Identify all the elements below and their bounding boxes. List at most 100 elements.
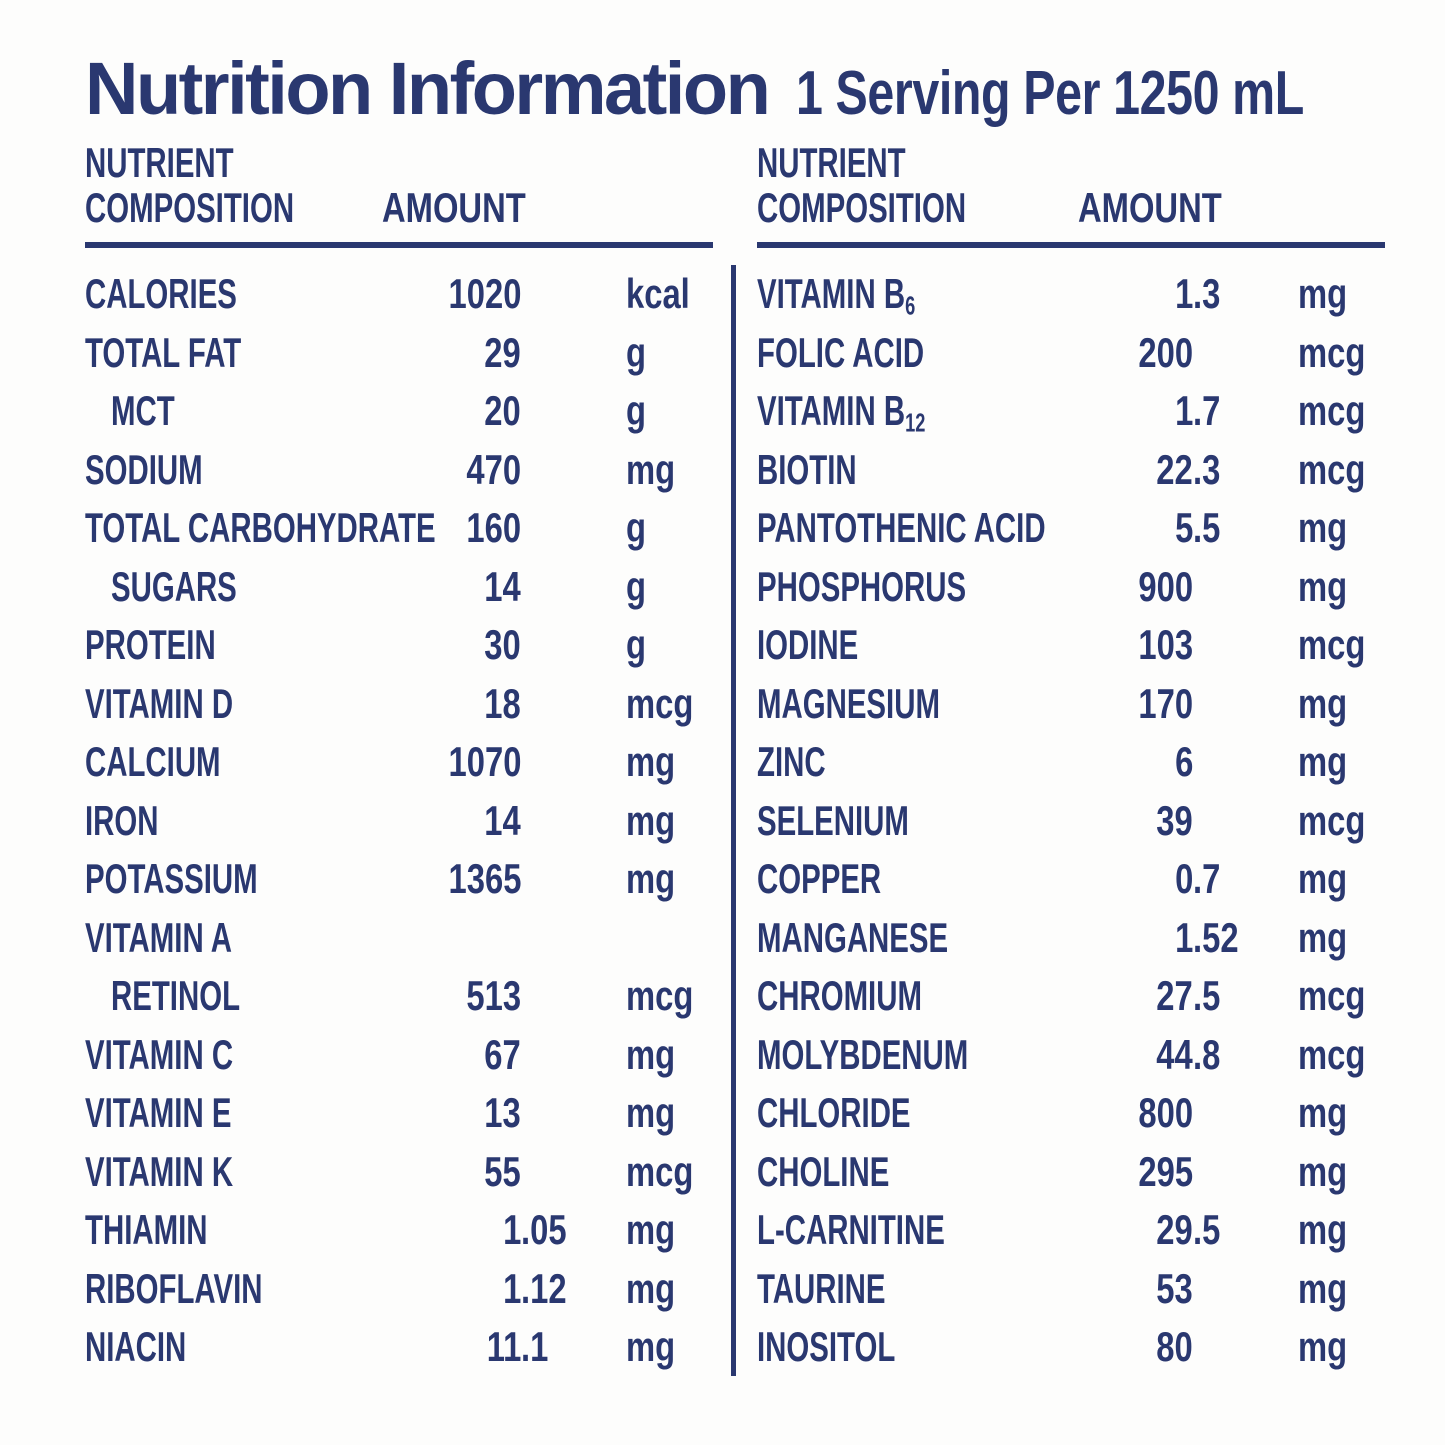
- nutrient-unit: g: [626, 387, 647, 435]
- nutrient-amount-frac-cell: [521, 270, 626, 318]
- table-row: FOLIC ACID 200 mcg: [757, 324, 1385, 383]
- nutrient-name-cell: IRON: [85, 797, 416, 845]
- nutrient-name: POTASSIUM: [85, 855, 258, 903]
- nutrient-amount-int: 55: [484, 1147, 521, 1195]
- nutrient-unit-cell: mg: [1298, 270, 1385, 318]
- nutrient-name-cell: PANTOTHENIC ACID: [757, 504, 1088, 552]
- nutrient-unit-cell: mg: [626, 1265, 713, 1313]
- nutrient-amount-int: 6: [1174, 738, 1193, 786]
- nutrient-unit: mg: [1298, 504, 1348, 552]
- nutrient-amount-frac: .3: [1193, 445, 1221, 493]
- nutrient-unit: mg: [626, 855, 676, 903]
- nutrient-unit-cell: mcg: [1298, 797, 1385, 845]
- nutrient-unit-cell: mg: [1298, 1206, 1385, 1254]
- nutrient-unit: mg: [626, 1323, 676, 1371]
- nutrient-amount-frac-cell: [521, 504, 626, 552]
- nutrient-amount-int: 27: [1156, 972, 1193, 1020]
- nutrient-unit-cell: mg: [626, 1089, 713, 1137]
- right-column: NUTRIENT COMPOSITION AMOUNT VITAMIN B6 1.…: [757, 140, 1385, 1377]
- nutrient-unit-cell: mg: [1298, 680, 1385, 728]
- nutrient-unit-cell: mcg: [626, 1148, 713, 1196]
- nutrient-name-cell: CHOLINE: [757, 1148, 1088, 1196]
- table-row: IRON 14 mg: [85, 792, 713, 851]
- nutrient-unit: mcg: [626, 1147, 694, 1195]
- nutrient-name: ZINC: [757, 738, 826, 786]
- nutrient-unit: kcal: [626, 270, 690, 318]
- nutrient-unit-cell: mcg: [626, 680, 713, 728]
- nutrient-unit-cell: mcg: [626, 972, 713, 1020]
- nutrient-unit: mcg: [1298, 796, 1366, 844]
- nutrient-name-cell: MOLYBDENUM: [757, 1031, 1088, 1079]
- nutrient-unit: mg: [1298, 1206, 1348, 1254]
- nutrient-name-cell: TOTAL FAT: [85, 329, 416, 377]
- nutrient-unit: g: [626, 504, 647, 552]
- table-row: VITAMIN A: [85, 909, 713, 968]
- nutrient-name: SELENIUM: [757, 796, 909, 844]
- nutrient-amount-int-cell: 11: [416, 1323, 521, 1371]
- nutrient-unit-cell: mg: [626, 738, 713, 786]
- nutrient-unit: mcg: [1298, 621, 1366, 669]
- nutrient-amount-frac-cell: [521, 563, 626, 611]
- nutrient-unit-cell: [626, 914, 713, 962]
- nutrient-amount-frac-cell: [521, 387, 626, 435]
- table-row: VITAMIN B6 1.3 mg: [757, 265, 1385, 324]
- nutrient-name: L-CARNITINE: [757, 1206, 945, 1254]
- nutrient-name-cell: RIBOFLAVIN: [85, 1265, 416, 1313]
- nutrient-amount-frac-cell: .7: [1193, 855, 1298, 903]
- nutrient-name-cell: ZINC: [757, 738, 1088, 786]
- nutrient-unit: mg: [626, 1030, 676, 1078]
- left-column: NUTRIENT COMPOSITION AMOUNT CALORIES 1020…: [85, 140, 713, 1377]
- table-row: PANTOTHENIC ACID 5.5 mg: [757, 499, 1385, 558]
- nutrient-unit: mg: [1298, 913, 1348, 961]
- table-row: MCT 20 g: [85, 382, 713, 441]
- nutrient-name-cell: PHOSPHORUS: [757, 563, 1088, 611]
- table-row: POTASSIUM 1365 mg: [85, 850, 713, 909]
- nutrient-unit-cell: mg: [1298, 1148, 1385, 1196]
- nutrient-amount-frac-cell: [1193, 738, 1298, 786]
- nutrient-unit-cell: kcal: [626, 270, 713, 318]
- nutrient-name: CHOLINE: [757, 1147, 890, 1195]
- nutrient-amount-frac: .7: [1193, 855, 1221, 903]
- nutrient-amount-int: 103: [1138, 621, 1193, 669]
- table-row: COPPER 0.7 mg: [757, 850, 1385, 909]
- nutrient-amount-int: 53: [1156, 1264, 1193, 1312]
- nutrient-amount-frac-cell: .1: [521, 1323, 626, 1371]
- nutrient-unit-cell: mg: [1298, 738, 1385, 786]
- nutrient-name: VITAMIN B: [757, 387, 906, 435]
- nutrient-name: CHLORIDE: [757, 1089, 911, 1137]
- nutrient-amount-int-cell: 30: [416, 621, 521, 669]
- table-row: NIACIN 11.1 mg: [85, 1318, 713, 1377]
- nutrient-amount-frac-cell: .12: [521, 1265, 626, 1313]
- nutrient-name: MCT: [111, 387, 175, 435]
- nutrient-header-line2: COMPOSITION: [85, 184, 295, 231]
- nutrient-unit-cell: mg: [626, 855, 713, 903]
- nutrient-name-cell: VITAMIN C: [85, 1031, 416, 1079]
- nutrient-amount-frac-cell: .52: [1193, 914, 1298, 962]
- nutrient-unit: mg: [626, 796, 676, 844]
- nutrient-name-cell: VITAMIN A: [85, 914, 416, 962]
- nutrient-unit-cell: mg: [1298, 563, 1385, 611]
- nutrient-unit: mg: [1298, 855, 1348, 903]
- header-rule: [85, 242, 713, 248]
- nutrient-unit-cell: mg: [1298, 855, 1385, 903]
- table-row: TOTAL FAT 29 g: [85, 324, 713, 383]
- nutrient-name: VITAMIN C: [85, 1030, 234, 1078]
- nutrient-amount-frac-cell: [521, 855, 626, 903]
- table-row: VITAMIN B12 1.7 mcg: [757, 382, 1385, 441]
- nutrient-amount-frac-cell: [521, 738, 626, 786]
- nutrient-name: TAURINE: [757, 1264, 886, 1312]
- nutrient-amount-frac-cell: [1193, 1323, 1298, 1371]
- nutrient-amount-int: 1020: [448, 270, 521, 318]
- nutrient-amount-frac-cell: [521, 1148, 626, 1196]
- nutrient-unit: mg: [626, 738, 676, 786]
- table-row: CALCIUM 1070 mg: [85, 733, 713, 792]
- nutrient-amount-int: 39: [1156, 796, 1193, 844]
- nutrient-amount-int: 29: [1156, 1206, 1193, 1254]
- nutrient-amount-int-cell: 1: [1088, 270, 1193, 318]
- nutrient-amount-int-cell: 20: [416, 387, 521, 435]
- table-row: SODIUM 470 mg: [85, 441, 713, 500]
- nutrient-amount-int: 160: [466, 504, 521, 552]
- table-row: TOTAL CARBOHYDRATE 160 g: [85, 499, 713, 558]
- nutrient-name: SUGARS: [111, 562, 237, 610]
